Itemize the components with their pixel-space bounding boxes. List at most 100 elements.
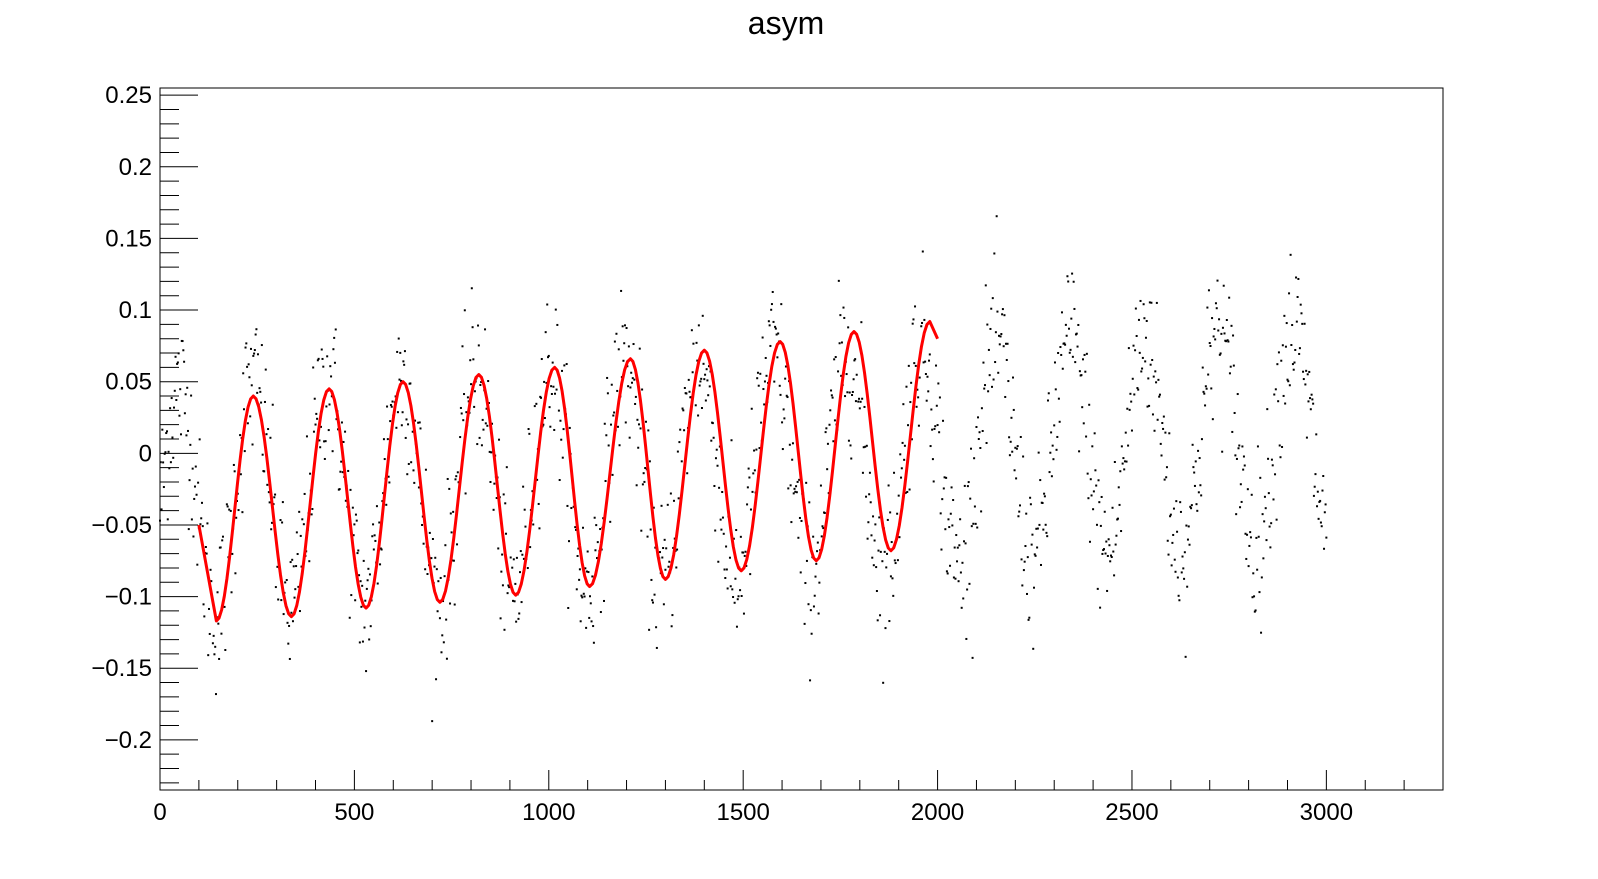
data-point (543, 380, 546, 383)
data-point (1011, 450, 1014, 453)
data-point (1177, 594, 1180, 597)
data-point (774, 327, 777, 330)
data-point (1005, 342, 1007, 345)
data-point (480, 444, 483, 447)
data-point (403, 350, 406, 353)
data-point (1132, 344, 1135, 347)
data-point (838, 342, 841, 345)
data-point (264, 368, 267, 371)
data-point (948, 526, 951, 529)
data-point (979, 447, 982, 449)
data-point (937, 382, 940, 385)
data-point (1144, 360, 1147, 363)
data-point (1325, 536, 1328, 539)
data-point (1149, 363, 1152, 366)
data-point (308, 560, 311, 563)
data-point (1104, 552, 1107, 555)
data-point (1096, 587, 1099, 590)
data-point (1160, 454, 1163, 457)
data-point (379, 563, 382, 566)
data-point (618, 444, 621, 447)
data-point (431, 720, 434, 723)
data-point (902, 403, 905, 406)
data-point (1268, 525, 1271, 528)
data-point (1078, 370, 1081, 373)
data-point (267, 491, 270, 494)
data-point (1094, 469, 1097, 472)
data-point (173, 406, 175, 409)
data-point (477, 324, 480, 327)
data-point (360, 605, 363, 608)
data-point (742, 551, 745, 554)
data-point (900, 467, 903, 470)
data-point (907, 424, 910, 427)
data-point (1050, 431, 1053, 434)
data-point (872, 515, 875, 518)
data-point (798, 478, 801, 481)
data-point (984, 284, 987, 287)
data-point (767, 320, 770, 323)
data-point (169, 407, 172, 410)
data-point (1026, 556, 1029, 559)
data-point (1231, 430, 1234, 433)
data-point (1061, 367, 1064, 370)
data-point (837, 279, 840, 282)
data-point (809, 679, 812, 682)
data-point (900, 476, 903, 479)
data-point (418, 421, 421, 424)
data-point (753, 469, 756, 472)
data-point (1232, 364, 1235, 367)
data-point (1212, 335, 1215, 338)
y-tick-label: −0.15 (91, 655, 152, 682)
data-point (1176, 576, 1179, 579)
data-point (685, 392, 688, 395)
data-point (1218, 353, 1221, 356)
data-point (1013, 469, 1016, 472)
data-point (470, 287, 473, 290)
data-point (1123, 460, 1126, 463)
data-point (1305, 369, 1308, 372)
data-point (294, 588, 297, 591)
data-point (1187, 525, 1190, 528)
data-point (1248, 544, 1251, 547)
data-point (1051, 444, 1054, 447)
data-point (879, 614, 882, 617)
data-point (260, 401, 263, 404)
data-point (1290, 344, 1293, 347)
data-point (1198, 457, 1201, 460)
data-point (248, 376, 251, 379)
data-point (319, 425, 322, 428)
data-point (1239, 483, 1242, 486)
data-point (575, 528, 577, 531)
data-point (966, 588, 969, 591)
data-point (422, 542, 425, 545)
data-point (550, 385, 553, 388)
data-point (372, 548, 375, 551)
data-point (574, 526, 577, 529)
data-point (524, 525, 527, 528)
data-point (866, 537, 869, 540)
data-point (704, 399, 707, 402)
data-point (532, 523, 535, 526)
data-point (251, 443, 254, 446)
data-point (938, 431, 941, 434)
data-point (732, 596, 735, 599)
data-point (201, 525, 204, 528)
data-point (1121, 462, 1124, 465)
data-point (443, 575, 446, 578)
data-point (239, 473, 242, 476)
data-point (774, 325, 777, 328)
data-point (1305, 436, 1308, 439)
data-point (1043, 495, 1046, 498)
data-point (193, 485, 196, 488)
data-point (1111, 506, 1114, 509)
data-point (747, 467, 750, 470)
data-point (1324, 503, 1327, 506)
data-point (911, 322, 914, 325)
data-point (237, 509, 240, 512)
data-point (225, 503, 228, 506)
data-point (898, 536, 901, 539)
data-point (642, 472, 645, 475)
data-point (910, 438, 913, 441)
data-point (634, 395, 637, 398)
